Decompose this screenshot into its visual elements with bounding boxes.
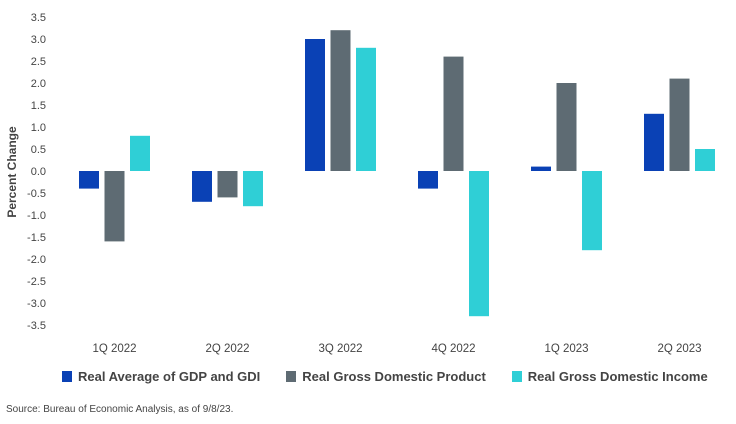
legend-label-avg: Real Average of GDP and GDI [78,369,261,384]
y-tick-label: -3.5 [27,320,46,332]
y-tick-label: 1.5 [31,100,46,112]
bar [243,171,263,207]
x-category-label: 2Q 2023 [657,343,701,355]
bar [469,171,489,317]
bar [356,47,376,171]
y-tick-label: 3.5 [31,12,46,24]
y-tick-label: -0.5 [27,188,46,200]
x-axis-categories: 1Q 2022 2Q 2022 3Q 2022 4Q 2022 1Q 2023 2Q 20… [92,343,701,355]
y-tick-label: 1.0 [31,122,46,134]
legend-swatch-gdp [286,371,297,382]
legend-item-gdi: Real Gross Domestic Income [511,369,708,384]
bar [418,171,438,189]
bar [104,171,125,242]
x-category-label: 2Q 2022 [205,343,249,355]
bar [79,171,99,189]
y-tick-label: 2.0 [31,78,46,90]
bar [192,171,212,202]
bar [556,83,577,171]
bar [443,56,464,171]
y-tick-label: -1.5 [27,232,46,244]
bar [669,78,690,171]
legend: Real Average of GDP and GDI Real Gross D… [62,369,708,384]
bar [305,39,325,171]
legend-item-gdp: Real Gross Domestic Product [286,369,486,384]
y-tick-label: -2.5 [27,276,46,288]
legend-swatch-avg [62,371,72,382]
y-axis-ticks: 3.5 3.0 2.5 2.0 1.5 1.0 0.5 0.0 -0.5 -1.0 -1.5 -2.0… [27,12,46,332]
bar [644,113,664,171]
x-category-label: 1Q 2022 [92,343,136,355]
x-category-label: 4Q 2022 [431,343,475,355]
bar [695,149,715,171]
legend-label-gdi: Real Gross Domestic Income [527,369,708,384]
bar [217,171,238,198]
x-category-label: 3Q 2022 [318,343,362,355]
source-note: Source: Bureau of Economic Analysis, as … [6,404,234,415]
legend-item-avg: Real Average of GDP and GDI [62,369,260,384]
x-category-label: 1Q 2023 [544,343,588,355]
y-tick-label: 0.5 [31,144,46,156]
bar [130,135,150,171]
y-tick-label: -2.0 [27,254,46,266]
bar [531,166,551,171]
bar-chart: 3.5 3.0 2.5 2.0 1.5 1.0 0.5 0.0 -0.5 -1.0 -1.5 -2.0… [5,12,715,355]
y-tick-label: 2.5 [31,56,46,68]
y-axis-label: Percent Change [5,126,19,218]
y-tick-label: 3.0 [31,34,46,46]
bar [582,171,602,251]
y-tick-label: 0.0 [31,166,46,178]
legend-swatch-gdi [511,371,522,382]
legend-label-gdp: Real Gross Domestic Product [302,369,486,384]
y-tick-label: -1.0 [27,210,46,222]
bars [79,30,715,317]
bar [330,30,351,172]
y-tick-label: -3.0 [27,298,46,310]
